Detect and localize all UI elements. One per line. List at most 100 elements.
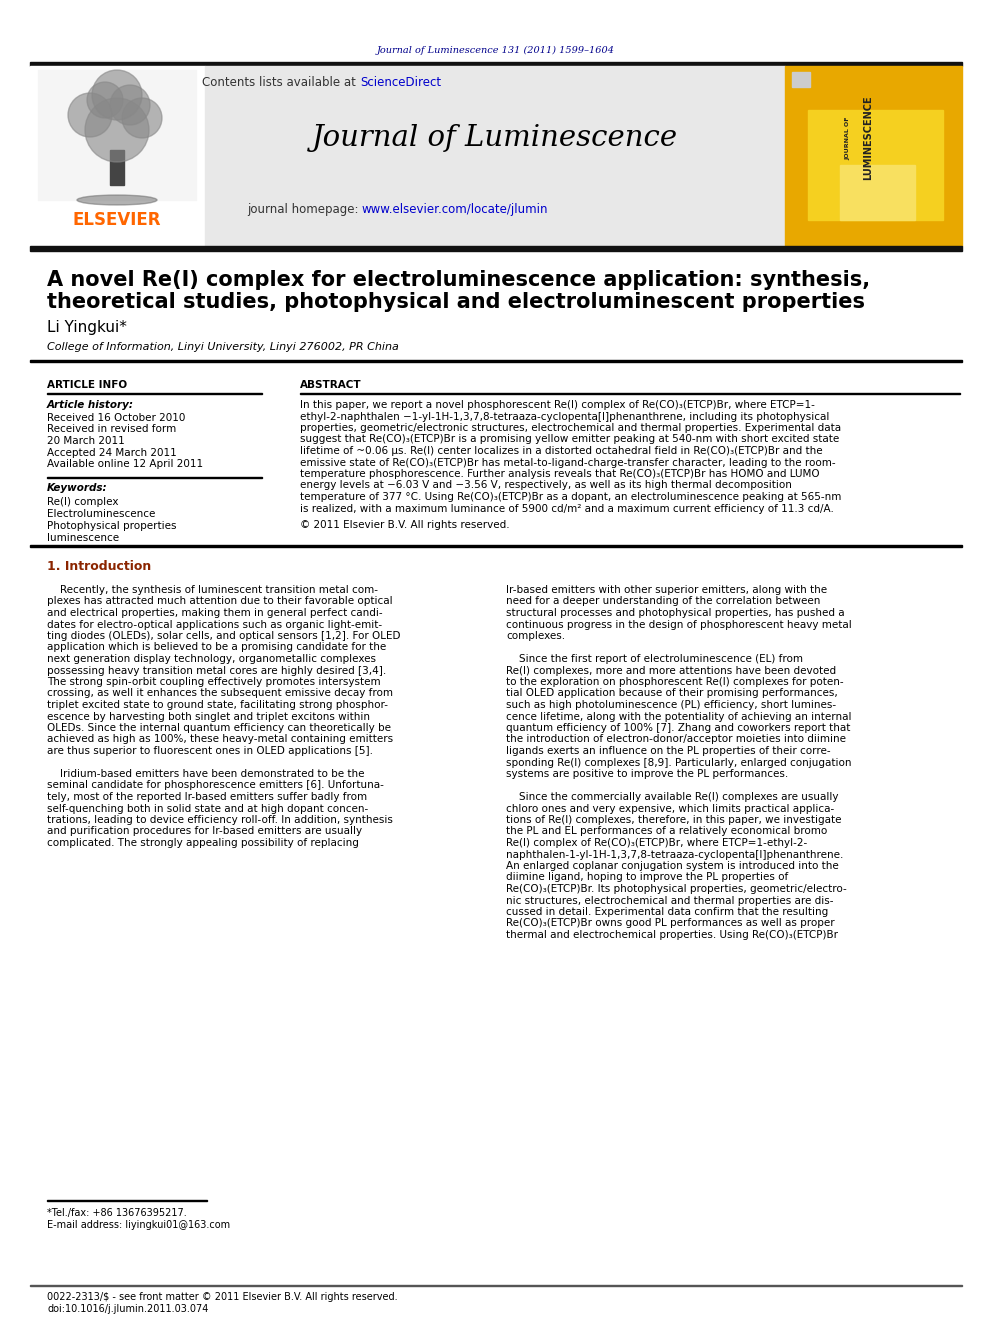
Text: ARTICLE INFO: ARTICLE INFO: [47, 380, 127, 390]
Text: Since the first report of electroluminescence (EL) from: Since the first report of electrolumines…: [506, 654, 803, 664]
Text: Since the commercially available Re(I) complexes are usually: Since the commercially available Re(I) c…: [506, 792, 838, 802]
Bar: [785, 66, 962, 246]
Text: Iridium-based emitters have been demonstrated to be the: Iridium-based emitters have been demonst…: [47, 769, 364, 779]
Text: Re(I) complex: Re(I) complex: [47, 497, 118, 507]
Text: application which is believed to be a promising candidate for the: application which is believed to be a pr…: [47, 643, 386, 652]
Bar: [30, 62, 962, 66]
Text: next generation display technology, organometallic complexes: next generation display technology, orga…: [47, 654, 376, 664]
Text: Keywords:: Keywords:: [47, 483, 107, 493]
Text: A novel Re(I) complex for electroluminescence application: synthesis,: A novel Re(I) complex for electrolumines…: [47, 270, 870, 290]
Text: www.elsevier.com/locate/jlumin: www.elsevier.com/locate/jlumin: [362, 204, 549, 217]
Text: ELSEVIER: ELSEVIER: [72, 210, 162, 229]
Text: emissive state of Re(CO)₃(ETCP)Br has metal-to-ligand-charge-transfer character,: emissive state of Re(CO)₃(ETCP)Br has me…: [300, 458, 835, 467]
Bar: [840, 165, 915, 220]
Text: Contents lists available at: Contents lists available at: [202, 75, 360, 89]
Text: ting diodes (OLEDs), solar cells, and optical sensors [1,2]. For OLED: ting diodes (OLEDs), solar cells, and op…: [47, 631, 401, 642]
Text: crossing, as well it enhances the subsequent emissive decay from: crossing, as well it enhances the subseq…: [47, 688, 393, 699]
Bar: [205, 66, 785, 246]
Text: ABSTRACT: ABSTRACT: [300, 380, 362, 390]
Text: luminescence: luminescence: [47, 533, 119, 542]
Text: need for a deeper understanding of the correlation between: need for a deeper understanding of the c…: [506, 597, 820, 606]
Bar: [808, 110, 943, 220]
Text: such as high photoluminescence (PL) efficiency, short lumines-: such as high photoluminescence (PL) effi…: [506, 700, 836, 710]
Text: diimine ligand, hoping to improve the PL properties of: diimine ligand, hoping to improve the PL…: [506, 872, 789, 882]
Bar: [30, 360, 962, 361]
Text: journal homepage:: journal homepage:: [247, 204, 362, 217]
Text: and purification procedures for Ir-based emitters are usually: and purification procedures for Ir-based…: [47, 827, 362, 836]
Text: Re(I) complexes, more and more attentions have been devoted: Re(I) complexes, more and more attention…: [506, 665, 836, 676]
Text: tial OLED application because of their promising performances,: tial OLED application because of their p…: [506, 688, 838, 699]
Text: temperature of 377 °C. Using Re(CO)₃(ETCP)Br as a dopant, an electroluminescence: temperature of 377 °C. Using Re(CO)₃(ETC…: [300, 492, 841, 501]
Bar: [30, 246, 962, 251]
Bar: [38, 70, 196, 200]
Text: Li Yingkui*: Li Yingkui*: [47, 320, 127, 335]
Circle shape: [110, 85, 150, 124]
Circle shape: [92, 70, 142, 120]
Text: temperature phosphorescence. Further analysis reveals that Re(CO)₃(ETCP)Br has H: temperature phosphorescence. Further ana…: [300, 468, 819, 479]
Text: Available online 12 April 2011: Available online 12 April 2011: [47, 459, 203, 468]
Text: Recently, the synthesis of luminescent transition metal com-: Recently, the synthesis of luminescent t…: [47, 585, 378, 595]
Text: theoretical studies, photophysical and electroluminescent properties: theoretical studies, photophysical and e…: [47, 292, 865, 312]
Text: self-quenching both in solid state and at high dopant concen-: self-quenching both in solid state and a…: [47, 803, 368, 814]
Bar: [30, 545, 962, 546]
Text: continuous progress in the design of phosphorescent heavy metal: continuous progress in the design of pho…: [506, 619, 852, 630]
Text: the PL and EL performances of a relatively economical bromo: the PL and EL performances of a relative…: [506, 827, 827, 836]
Text: nic structures, electrochemical and thermal properties are dis-: nic structures, electrochemical and ther…: [506, 896, 833, 905]
Text: is realized, with a maximum luminance of 5900 cd/m² and a maximum current effici: is realized, with a maximum luminance of…: [300, 504, 834, 513]
Text: doi:10.1016/j.jlumin.2011.03.074: doi:10.1016/j.jlumin.2011.03.074: [47, 1304, 208, 1314]
Text: Received 16 October 2010: Received 16 October 2010: [47, 413, 186, 423]
Text: Accepted 24 March 2011: Accepted 24 March 2011: [47, 447, 177, 458]
Text: *Tel./fax: +86 13676395217.: *Tel./fax: +86 13676395217.: [47, 1208, 186, 1218]
Text: Electroluminescence: Electroluminescence: [47, 509, 156, 519]
Text: An enlarged coplanar conjugation system is introduced into the: An enlarged coplanar conjugation system …: [506, 861, 839, 871]
Text: The strong spin-orbit coupling effectively promotes intersystem: The strong spin-orbit coupling effective…: [47, 677, 381, 687]
Text: escence by harvesting both singlet and triplet excitons within: escence by harvesting both singlet and t…: [47, 712, 370, 721]
Circle shape: [85, 98, 149, 161]
Circle shape: [87, 82, 123, 118]
Text: cence lifetime, along with the potentiality of achieving an internal: cence lifetime, along with the potential…: [506, 712, 851, 721]
Text: sponding Re(I) complexes [8,9]. Particularly, enlarged conjugation: sponding Re(I) complexes [8,9]. Particul…: [506, 758, 851, 767]
Text: ScienceDirect: ScienceDirect: [360, 75, 441, 89]
Text: chloro ones and very expensive, which limits practical applica-: chloro ones and very expensive, which li…: [506, 803, 834, 814]
Ellipse shape: [77, 194, 157, 205]
Text: 20 March 2011: 20 March 2011: [47, 437, 125, 446]
Text: quantum efficiency of 100% [7]. Zhang and coworkers report that: quantum efficiency of 100% [7]. Zhang an…: [506, 722, 850, 733]
Text: Photophysical properties: Photophysical properties: [47, 521, 177, 531]
Bar: [110, 149, 124, 185]
Text: lifetime of ~0.06 μs. Re(I) center localizes in a distorted octahedral field in : lifetime of ~0.06 μs. Re(I) center local…: [300, 446, 822, 456]
Bar: [30, 66, 205, 246]
Text: LUMINESCENCE: LUMINESCENCE: [863, 95, 873, 180]
Text: complicated. The strongly appealing possibility of replacing: complicated. The strongly appealing poss…: [47, 837, 359, 848]
Text: tions of Re(I) complexes, therefore, in this paper, we investigate: tions of Re(I) complexes, therefore, in …: [506, 815, 841, 826]
Text: complexes.: complexes.: [506, 631, 565, 642]
Text: In this paper, we report a novel phosphorescent Re(I) complex of Re(CO)₃(ETCP)Br: In this paper, we report a novel phospho…: [300, 400, 814, 410]
Text: Ir-based emitters with other superior emitters, along with the: Ir-based emitters with other superior em…: [506, 585, 827, 595]
Text: Re(CO)₃(ETCP)Br owns good PL performances as well as proper: Re(CO)₃(ETCP)Br owns good PL performance…: [506, 918, 834, 929]
Text: © 2011 Elsevier B.V. All rights reserved.: © 2011 Elsevier B.V. All rights reserved…: [300, 520, 510, 531]
Text: Journal of Luminescence 131 (2011) 1599–1604: Journal of Luminescence 131 (2011) 1599–…: [377, 45, 615, 54]
Text: 1. Introduction: 1. Introduction: [47, 560, 151, 573]
Text: Journal of Luminescence: Journal of Luminescence: [311, 124, 679, 152]
Text: the introduction of electron-donor/acceptor moieties into diimine: the introduction of electron-donor/accep…: [506, 734, 846, 745]
Text: OLEDs. Since the internal quantum efficiency can theoretically be: OLEDs. Since the internal quantum effici…: [47, 722, 391, 733]
Text: thermal and electrochemical properties. Using Re(CO)₃(ETCP)Br: thermal and electrochemical properties. …: [506, 930, 838, 941]
Text: energy levels at −6.03 V and −3.56 V, respectively, as well as its high thermal : energy levels at −6.03 V and −3.56 V, re…: [300, 480, 792, 491]
Text: are thus superior to fluorescent ones in OLED applications [5].: are thus superior to fluorescent ones in…: [47, 746, 373, 755]
Text: naphthalen-1-yl-1H-1,3,7,8-tetraaza-cyclopenta[l]phenanthrene.: naphthalen-1-yl-1H-1,3,7,8-tetraaza-cycl…: [506, 849, 843, 860]
Text: trations, leading to device efficiency roll-off. In addition, synthesis: trations, leading to device efficiency r…: [47, 815, 393, 826]
Text: systems are positive to improve the PL performances.: systems are positive to improve the PL p…: [506, 769, 789, 779]
Text: properties, geometric/electronic structures, electrochemical and thermal propert: properties, geometric/electronic structu…: [300, 423, 841, 433]
Text: ethyl-2-naphthalen −1-yl-1H-1,3,7,8-tetraaza-cyclopenta[l]phenanthrene, includin: ethyl-2-naphthalen −1-yl-1H-1,3,7,8-tetr…: [300, 411, 829, 422]
Text: triplet excited state to ground state, facilitating strong phosphor-: triplet excited state to ground state, f…: [47, 700, 388, 710]
Circle shape: [68, 93, 112, 138]
Text: suggest that Re(CO)₃(ETCP)Br is a promising yellow emitter peaking at 540-nm wit: suggest that Re(CO)₃(ETCP)Br is a promis…: [300, 434, 839, 445]
Text: structural processes and photophysical properties, has pushed a: structural processes and photophysical p…: [506, 609, 844, 618]
Text: ligands exerts an influence on the PL properties of their corre-: ligands exerts an influence on the PL pr…: [506, 746, 830, 755]
Text: dates for electro-optical applications such as organic light-emit-: dates for electro-optical applications s…: [47, 619, 382, 630]
Text: College of Information, Linyi University, Linyi 276002, PR China: College of Information, Linyi University…: [47, 343, 399, 352]
Text: Received in revised form: Received in revised form: [47, 425, 177, 434]
Text: Re(CO)₃(ETCP)Br. Its photophysical properties, geometric/electro-: Re(CO)₃(ETCP)Br. Its photophysical prope…: [506, 884, 847, 894]
Text: and electrical properties, making them in general perfect candi-: and electrical properties, making them i…: [47, 609, 383, 618]
Text: plexes has attracted much attention due to their favorable optical: plexes has attracted much attention due …: [47, 597, 393, 606]
Text: possessing heavy transition metal cores are highly desired [3,4].: possessing heavy transition metal cores …: [47, 665, 386, 676]
